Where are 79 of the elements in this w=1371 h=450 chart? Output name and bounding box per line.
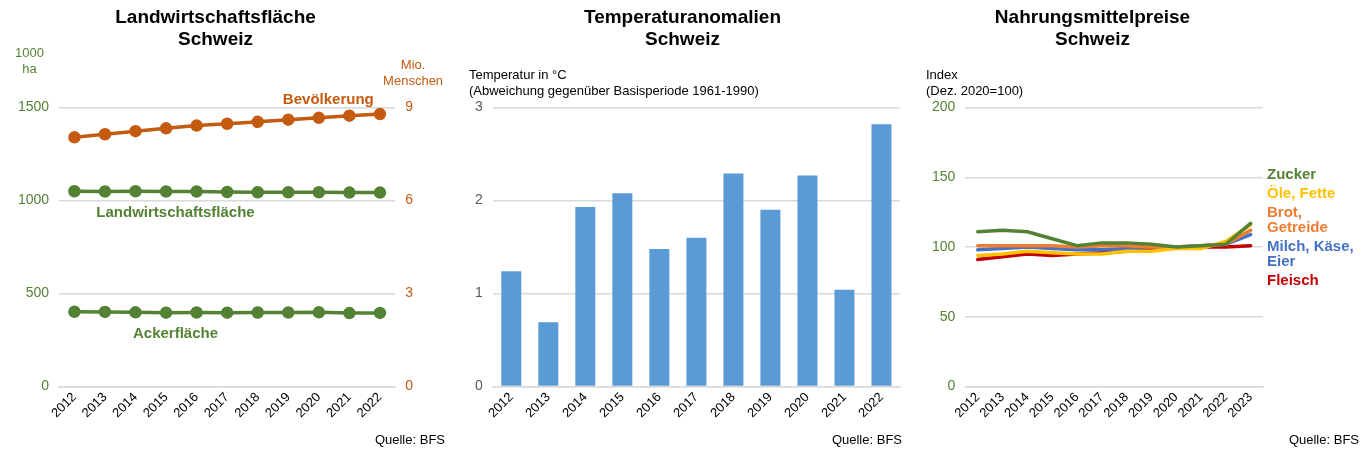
point xyxy=(129,124,142,138)
point xyxy=(312,111,326,125)
point xyxy=(159,185,173,198)
point xyxy=(190,185,203,198)
chart-title: Nahrungsmittelpreise Schweiz xyxy=(994,5,1191,50)
y-tick-label: 200 xyxy=(932,98,956,115)
point xyxy=(98,128,112,141)
point xyxy=(343,109,356,122)
bar xyxy=(834,289,855,386)
point xyxy=(282,185,295,199)
y2-tick-label: 0 xyxy=(405,377,414,394)
bar xyxy=(612,193,633,386)
source-note: Quelle: BFS xyxy=(831,431,903,447)
series-label: Bevölkerung xyxy=(282,89,374,107)
point xyxy=(312,185,326,199)
series-label: Ackerfläche xyxy=(132,324,219,342)
point xyxy=(373,107,387,121)
series-label: Milch, Käse, Eier xyxy=(1267,236,1354,269)
point xyxy=(190,119,203,132)
point xyxy=(129,185,142,198)
point xyxy=(282,113,295,126)
bar xyxy=(649,248,670,386)
y2-tick-label: 6 xyxy=(405,191,414,208)
bar xyxy=(686,237,707,386)
y-axis-title: Temperatur in °C (Abweichung gegenüber Basisperiode 1961-1990) xyxy=(469,67,759,99)
y-tick-label: 3 xyxy=(474,98,483,115)
point xyxy=(251,115,264,129)
point xyxy=(220,185,234,199)
point xyxy=(343,306,356,320)
y-tick-label: 100 xyxy=(932,237,956,254)
point xyxy=(282,306,295,319)
point xyxy=(343,186,356,199)
point xyxy=(129,306,142,319)
bar xyxy=(538,322,559,386)
bar xyxy=(501,271,522,386)
point xyxy=(190,306,203,319)
bar xyxy=(871,124,892,386)
point xyxy=(68,185,81,198)
chart-title: Landwirtschaftsfläche Schweiz xyxy=(115,5,316,50)
point xyxy=(373,186,387,199)
point xyxy=(68,131,81,144)
source-note: Quelle: BFS xyxy=(374,431,446,447)
bar xyxy=(723,173,744,386)
y-tick-label: 1 xyxy=(474,284,483,301)
y-axis-title: 1000 ha xyxy=(15,45,45,77)
y-tick-label: 0 xyxy=(474,377,483,394)
series-label: Landwirtschaftsfläche xyxy=(96,203,255,221)
point xyxy=(373,306,387,320)
y-tick-label: 150 xyxy=(932,168,956,185)
y-tick-label: 1500 xyxy=(17,98,50,115)
point xyxy=(251,185,264,199)
point xyxy=(98,305,112,319)
y-tick-label: 50 xyxy=(939,307,956,324)
point xyxy=(159,306,173,319)
y-tick-label: 500 xyxy=(25,284,50,301)
y-tick-label: 1000 xyxy=(17,191,50,208)
series-label: Fleisch xyxy=(1267,270,1319,288)
point xyxy=(98,185,112,198)
text: Zucker xyxy=(1267,164,1317,182)
bar xyxy=(760,209,781,386)
y-tick-label: 2 xyxy=(474,191,483,208)
y2-tick-label: 3 xyxy=(405,284,414,301)
chart-title: Temperaturanomalien Schweiz xyxy=(583,5,782,50)
point xyxy=(68,305,81,319)
point xyxy=(220,306,234,319)
series-label: Öle, Fette xyxy=(1267,183,1336,201)
point xyxy=(220,117,234,130)
y-tick-label: 0 xyxy=(947,377,956,394)
point xyxy=(312,306,326,319)
y2-axis-title: Mio. Menschen xyxy=(383,57,444,89)
y-axis-title: Index (Dez. 2020=100) xyxy=(926,67,1024,99)
bar xyxy=(575,207,596,386)
source-note: Quelle: BFS xyxy=(1288,431,1360,447)
bar xyxy=(797,175,818,386)
y-tick-label: 0 xyxy=(41,377,50,394)
point xyxy=(251,306,264,319)
point xyxy=(159,122,173,135)
series-label: Brot, Getreide xyxy=(1267,202,1328,235)
y2-tick-label: 9 xyxy=(405,98,414,115)
